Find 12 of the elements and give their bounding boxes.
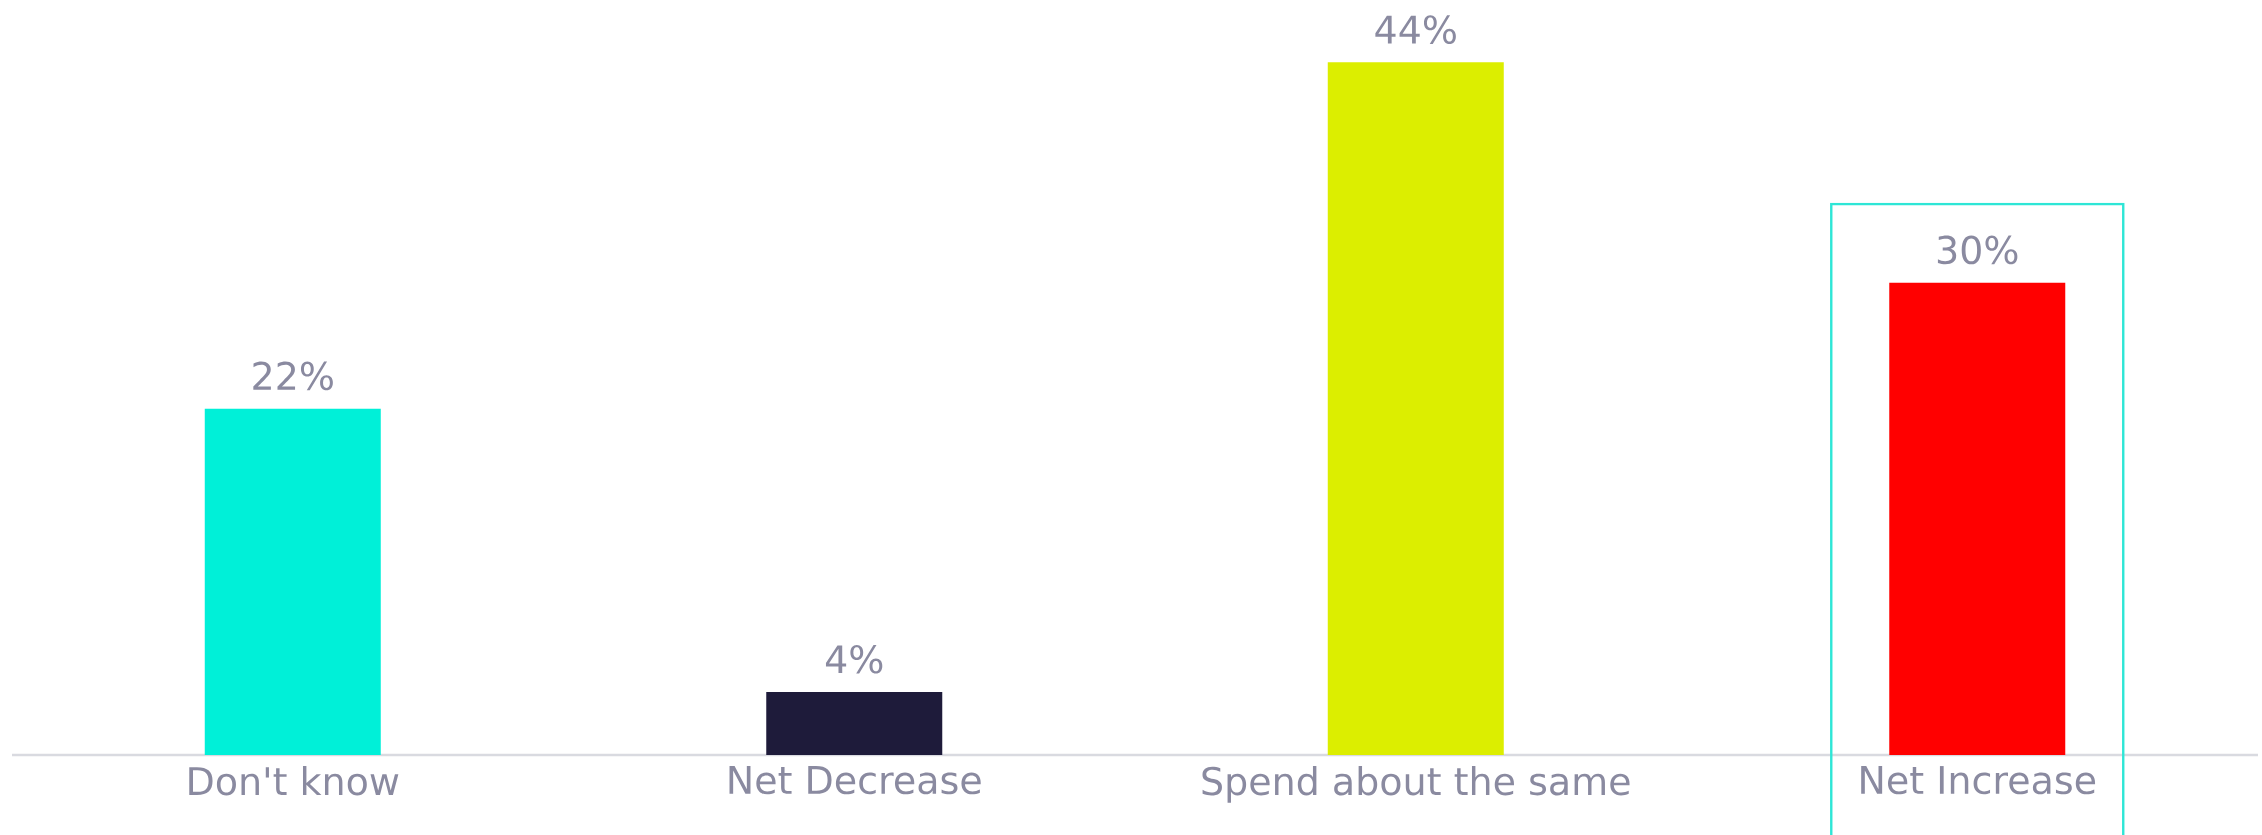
- bar: [1889, 282, 2066, 755]
- x-tick-label: Don't know: [189, 766, 399, 796]
- x-tick-label: Spend about the same: [1202, 766, 1630, 803]
- x-tick-label: Net Increase: [1861, 766, 2096, 795]
- data-label: 30%: [1937, 235, 2018, 265]
- bar: [204, 408, 381, 755]
- data-label: 44%: [1375, 15, 1456, 44]
- data-label: 4%: [825, 644, 883, 674]
- x-tick-label: Net Decrease: [729, 766, 981, 795]
- bar: [1327, 62, 1504, 755]
- data-label: 22%: [253, 361, 333, 391]
- bar: [766, 692, 943, 755]
